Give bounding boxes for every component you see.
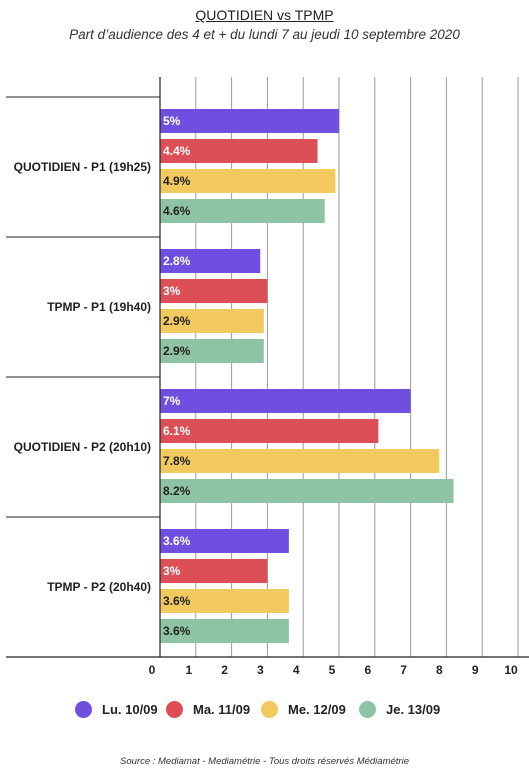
data-label: 6.1% — [163, 424, 191, 438]
data-label: 7.8% — [163, 454, 191, 468]
bar-chart: QUOTIDIEN - P1 (19h25) 5% 4.4% 4.9% 4.6% TPMP… — [6, 77, 529, 677]
data-label: 3.6% — [163, 594, 191, 608]
legend-item: Lu. 10/09 — [75, 701, 158, 718]
x-tick-label: 1 — [185, 663, 192, 677]
bar — [160, 309, 264, 333]
category-label: TPMP - P2 (20h40) — [47, 580, 151, 594]
source-note: Source : Mediamat - Mediamétrie - Tous d… — [120, 756, 409, 767]
data-label: 8.2% — [163, 484, 191, 498]
data-label: 3.6% — [163, 534, 191, 548]
data-label: 3.6% — [163, 624, 191, 638]
bar — [160, 559, 268, 583]
legend-swatch — [359, 701, 376, 718]
data-label: 4.9% — [163, 174, 191, 188]
legend-item: Me. 12/09 — [261, 701, 346, 718]
x-tick-label: 2 — [221, 663, 228, 677]
data-label: 2.9% — [163, 314, 191, 328]
data-label: 5% — [163, 114, 181, 128]
x-tick-label: 7 — [400, 663, 407, 677]
bar — [160, 389, 411, 413]
bar — [160, 139, 318, 163]
data-label: 7% — [163, 394, 181, 408]
bar — [160, 169, 336, 193]
data-label: 3% — [163, 284, 181, 298]
bar — [160, 339, 264, 363]
x-tick-label: 9 — [472, 663, 479, 677]
legend-swatch — [75, 701, 92, 718]
x-tick-label: 8 — [436, 663, 443, 677]
x-tick-label: 6 — [364, 663, 371, 677]
data-label: 2.8% — [163, 254, 191, 268]
bar — [160, 419, 379, 443]
bar — [160, 619, 289, 643]
legend-label: Ma. 11/09 — [193, 702, 251, 717]
chart-title: QUOTIDIEN vs TPMP — [195, 7, 334, 23]
x-tick-label: 0 — [149, 663, 156, 677]
bar — [160, 199, 325, 223]
legend-item: Ma. 11/09 — [166, 701, 250, 718]
bar — [160, 479, 454, 503]
legend: Lu. 10/09 Ma. 11/09 Me. 12/09 Je. 13/09 — [0, 701, 529, 721]
data-label: 2.9% — [163, 344, 191, 358]
x-tick-label: 10 — [504, 663, 518, 677]
bar — [160, 279, 268, 303]
data-label: 4.6% — [163, 204, 191, 218]
legend-label: Me. 12/09 — [288, 702, 346, 717]
x-tick-label: 4 — [293, 663, 300, 677]
data-label: 3% — [163, 564, 181, 578]
bar — [160, 529, 289, 553]
legend-item: Je. 13/09 — [359, 701, 440, 718]
x-tick-label: 5 — [329, 663, 336, 677]
category-label: QUOTIDIEN - P1 (19h25) — [14, 160, 151, 174]
bar — [160, 109, 339, 133]
data-label: 4.4% — [163, 144, 191, 158]
legend-label: Lu. 10/09 — [102, 702, 158, 717]
bar — [160, 449, 440, 473]
legend-swatch — [261, 701, 278, 718]
legend-label: Je. 13/09 — [386, 702, 441, 717]
chart-subtitle: Part d’audience des 4 et + du lundi 7 au… — [69, 27, 460, 42]
x-tick-label: 3 — [257, 663, 264, 677]
category-label: TPMP - P1 (19h40) — [47, 300, 151, 314]
bar — [160, 249, 261, 273]
legend-swatch — [166, 701, 183, 718]
bar — [160, 589, 289, 613]
category-label: QUOTIDIEN - P2 (20h10) — [14, 440, 151, 454]
